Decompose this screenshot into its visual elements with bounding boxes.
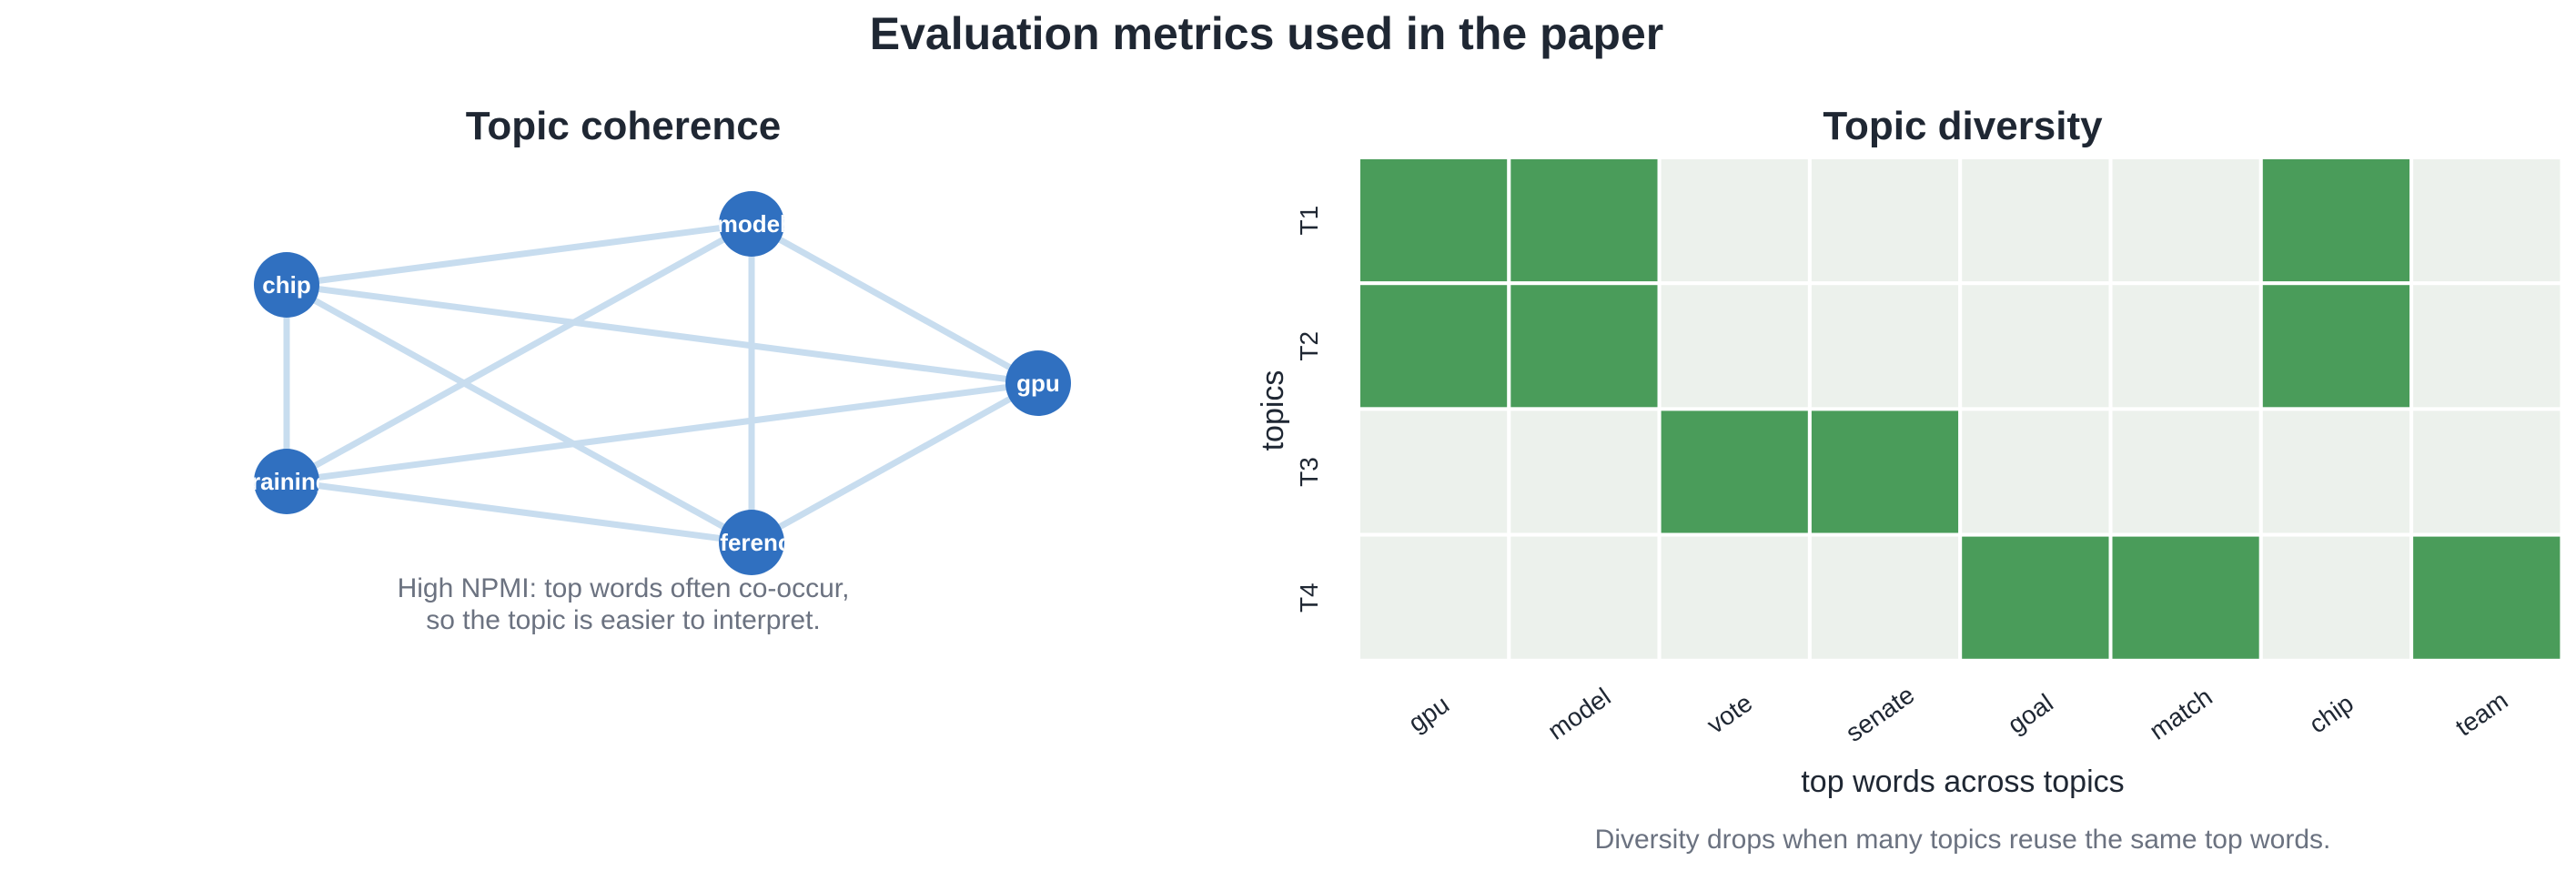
x-tick-label: model xyxy=(1542,683,1615,745)
heatmap-cell-T3-team xyxy=(2409,407,2564,537)
heatmap-cell-T3-gpu xyxy=(1357,407,1511,537)
heatmap-cell-T2-goal xyxy=(1958,281,2113,411)
coherence-title: Topic coherence xyxy=(466,104,781,148)
heatmap-cell-T3-vote xyxy=(1657,407,1812,537)
heatmap-cell-T1-match xyxy=(2108,156,2263,286)
heatmap-cell-T4-chip xyxy=(2258,532,2414,663)
heatmap-cell-T4-model xyxy=(1507,532,1662,663)
heatmap-cell-T1-team xyxy=(2409,156,2564,286)
y-tick-label: T1 xyxy=(1295,206,1323,236)
diversity-caption: Diversity drops when many topics reuse t… xyxy=(1595,825,2331,855)
node-chip xyxy=(254,252,319,318)
figure-title: Evaluation metrics used in the paper xyxy=(870,8,1663,59)
heatmap-cell-T4-goal xyxy=(1958,532,2113,663)
heatmap-cell-T4-vote xyxy=(1657,532,1812,663)
node-label-model: model xyxy=(717,210,787,238)
heatmap-cell-T4-match xyxy=(2108,532,2263,663)
x-tick-label: team xyxy=(2450,686,2513,742)
y-tick-label: T2 xyxy=(1295,331,1323,361)
node-gpu xyxy=(1005,350,1071,416)
heatmap-cell-T3-match xyxy=(2108,407,2263,537)
diversity-x-axis-label: top words across topics xyxy=(1801,765,2124,799)
x-tick-label: match xyxy=(2145,683,2217,745)
node-label-gpu: gpu xyxy=(1016,370,1060,397)
edge-chip-model xyxy=(283,220,755,289)
heatmap-cell-T2-gpu xyxy=(1357,281,1511,411)
diversity-y-axis-label: topics xyxy=(1256,370,1290,451)
node-inference xyxy=(719,510,784,575)
coherence-edges xyxy=(283,220,1042,546)
diversity-panel: Topic diversity T1 T2 T3 T4 gpu model vote sen… xyxy=(1256,104,2564,855)
edge-training-gpu xyxy=(283,380,1042,485)
x-tick-label: senate xyxy=(1841,680,1920,747)
heatmap-cell-T4-team xyxy=(2409,532,2564,663)
heatmap-cell-T1-model xyxy=(1507,156,1662,286)
heatmap-cell-T4-gpu xyxy=(1357,532,1511,663)
edge-training-inference xyxy=(283,478,755,546)
x-tick-label: gpu xyxy=(1403,690,1454,737)
coherence-panel: Topic coherence chip model gpu training infe… xyxy=(243,104,1071,635)
y-tick-label: T4 xyxy=(1295,582,1323,613)
node-model xyxy=(719,191,784,257)
heatmap-cell-T2-team xyxy=(2409,281,2564,411)
heatmap-cell-T1-chip xyxy=(2258,156,2414,286)
node-label-chip: chip xyxy=(262,271,310,299)
coherence-nodes: chip model gpu training inference xyxy=(243,191,1071,575)
diversity-x-ticks: gpu model vote senate goal match chip team xyxy=(1403,680,2513,747)
heatmap-cell-T2-model xyxy=(1507,281,1662,411)
heatmap-cell-T1-vote xyxy=(1657,156,1812,286)
coherence-caption-line-2: so the topic is easier to interpret. xyxy=(426,605,821,635)
edge-chip-inference xyxy=(283,281,755,546)
heatmap-cell-T3-goal xyxy=(1958,407,2113,537)
heatmap-cell-T1-senate xyxy=(1807,156,1963,286)
coherence-caption-line-1: High NPMI: top words often co-occur, xyxy=(398,573,850,603)
heatmap-cell-T3-chip xyxy=(2258,407,2414,537)
edge-model-training xyxy=(283,220,755,485)
node-label-inference: inference xyxy=(699,529,804,556)
diversity-y-ticks: T1 T2 T3 T4 xyxy=(1295,206,1323,613)
heatmap-cell-T3-senate xyxy=(1807,407,1963,537)
heatmap-cell-T2-vote xyxy=(1657,281,1812,411)
heatmap-cell-T4-senate xyxy=(1807,532,1963,663)
edge-model-gpu xyxy=(748,220,1042,387)
heatmap-cell-T3-model xyxy=(1507,407,1662,537)
x-tick-label: vote xyxy=(1702,688,1757,739)
x-tick-label: goal xyxy=(2003,688,2058,739)
x-tick-label: chip xyxy=(2304,689,2359,739)
node-training xyxy=(254,449,319,514)
y-tick-label: T3 xyxy=(1295,457,1323,487)
heatmap-cell-T2-chip xyxy=(2258,281,2414,411)
heatmap-cell-T1-goal xyxy=(1958,156,2113,286)
edge-inference-gpu xyxy=(748,380,1042,546)
heatmap-cell-T2-match xyxy=(2108,281,2263,411)
heatmap-cell-T1-gpu xyxy=(1357,156,1511,286)
edge-chip-gpu xyxy=(283,281,1042,387)
node-label-training: training xyxy=(243,468,329,495)
heatmap-cell-T2-senate xyxy=(1807,281,1963,411)
diversity-title: Topic diversity xyxy=(1823,104,2103,148)
diversity-heatmap xyxy=(1357,156,2564,663)
